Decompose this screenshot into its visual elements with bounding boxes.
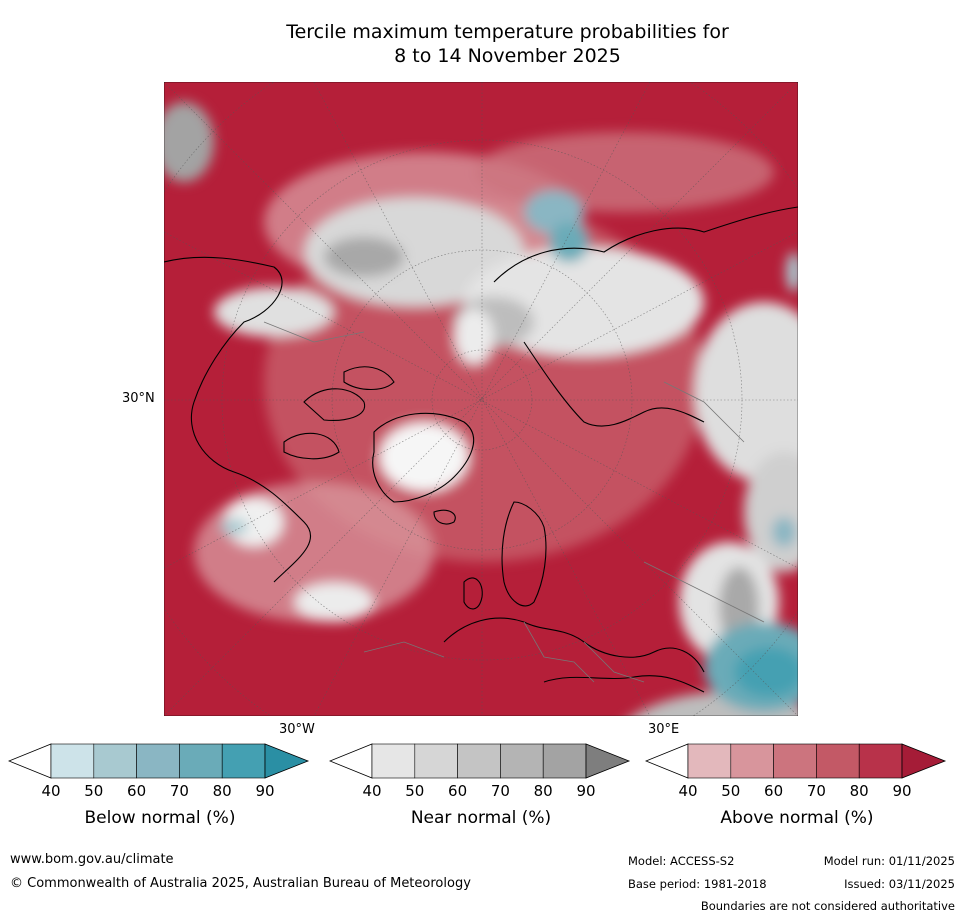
colorbar-extend-high — [585, 743, 631, 779]
colorbar-near-normal — [329, 743, 631, 779]
colorbar-tick-label: 40 — [362, 782, 382, 800]
title-line-2: 8 to 14 November 2025 — [394, 45, 621, 67]
colorbar-tick-label: 90 — [576, 782, 596, 800]
colorbar-tick-label: 70 — [806, 782, 826, 800]
colorbar-above-normal — [645, 743, 947, 779]
colorbar-tick-label: 80 — [533, 782, 553, 800]
title-line-1: Tercile maximum temperature probabilitie… — [286, 21, 729, 43]
colorbar-segment — [730, 743, 774, 779]
coastlines — [164, 206, 798, 693]
near-normal-label: Near normal (%) — [410, 808, 552, 828]
probability-fields — [164, 102, 798, 716]
colorbar-tick-label: 60 — [448, 782, 468, 800]
colorbar-tick-label: 90 — [892, 782, 912, 800]
colorbar-segment — [414, 743, 458, 779]
colorbar-tick-label: 60 — [764, 782, 784, 800]
colorbar-segment — [858, 743, 903, 779]
website-text: www.bom.gov.au/climate — [10, 852, 174, 867]
colorbar-extend-low — [8, 743, 52, 779]
colorbar-tick-label: 80 — [212, 782, 232, 800]
colorbar-tick-label: 40 — [678, 782, 698, 800]
graticule — [164, 82, 798, 716]
probability-map — [164, 82, 798, 716]
issued-text: Issued: 03/11/2025 — [844, 877, 955, 891]
colorbar-segment — [136, 743, 180, 779]
colorbar-tick-label: 70 — [169, 782, 189, 800]
model-text: Model: ACCESS-S2 — [628, 854, 735, 868]
colorbar-below-normal — [8, 743, 310, 779]
country-borders — [263, 321, 765, 683]
colorbar-extend-high — [264, 743, 310, 779]
colorbar-segment — [687, 743, 732, 779]
colorbar-tick-label: 50 — [405, 782, 425, 800]
latitude-label: 30°N — [122, 391, 155, 406]
model-run-text: Model run: 01/11/2025 — [823, 854, 955, 868]
colorbar-extend-high — [901, 743, 947, 779]
above-normal-label: Above normal (%) — [720, 808, 874, 828]
colorbar-tick-label: 50 — [84, 782, 104, 800]
colorbar-tick-label: 60 — [127, 782, 147, 800]
colorbar-tick-label: 70 — [490, 782, 510, 800]
colorbar-tick-label: 40 — [41, 782, 61, 800]
colorbar-segment — [179, 743, 223, 779]
disclaimer-text: Boundaries are not considered authoritat… — [700, 899, 955, 913]
colorbar-segment — [371, 743, 416, 779]
colorbar-tick-label: 90 — [255, 782, 275, 800]
copyright-text: © Commonwealth of Australia 2025, Austra… — [10, 876, 471, 891]
colorbar-extend-low — [645, 743, 689, 779]
colorbar-segment — [816, 743, 860, 779]
colorbar-segment — [221, 743, 266, 779]
base-period-text: Base period: 1981-2018 — [628, 877, 767, 891]
colorbar-segment — [773, 743, 817, 779]
colorbar-segment — [542, 743, 587, 779]
map-title: Tercile maximum temperature probabilitie… — [0, 20, 965, 68]
longitude-label-west: 30°W — [279, 722, 315, 737]
colorbar-segment — [500, 743, 544, 779]
colorbar-tick-label: 80 — [849, 782, 869, 800]
colorbar-extend-low — [329, 743, 373, 779]
longitude-label-east: 30°E — [648, 722, 680, 737]
below-normal-label: Below normal (%) — [84, 808, 236, 828]
colorbar-tick-label: 50 — [721, 782, 741, 800]
colorbar-segment — [457, 743, 501, 779]
colorbar-segment — [93, 743, 137, 779]
colorbar-segment — [50, 743, 95, 779]
